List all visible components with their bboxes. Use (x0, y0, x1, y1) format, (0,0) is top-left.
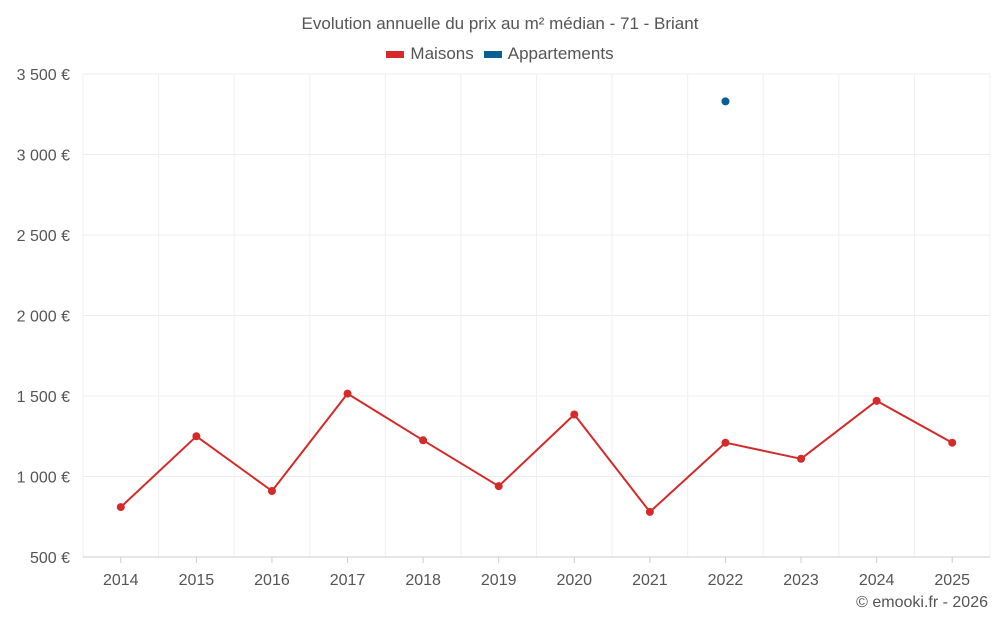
legend-swatch-appartements (483, 50, 502, 58)
data-point (570, 410, 579, 419)
legend-item-maisons[interactable]: Maisons (386, 44, 474, 64)
y-tick-label: 3 500 € (17, 67, 70, 84)
data-point (721, 97, 730, 106)
data-point (419, 436, 428, 445)
data-point (948, 438, 957, 447)
y-tick-label: 3 000 € (17, 148, 70, 165)
x-tick-label: 2023 (783, 572, 819, 589)
y-tick-label: 500 € (30, 550, 70, 567)
legend-label-maisons: Maisons (410, 44, 474, 63)
x-tick-label: 2020 (556, 572, 592, 589)
x-tick-label: 2015 (179, 572, 215, 589)
chart-title: Evolution annuelle du prix au m² médian … (301, 14, 699, 33)
y-tick-label: 1 000 € (17, 470, 70, 487)
data-point (721, 438, 730, 447)
legend-label-appartements: Appartements (507, 44, 614, 63)
data-point (645, 507, 654, 516)
data-point (116, 503, 125, 512)
data-point (494, 482, 503, 491)
series-line-0 (120, 392, 953, 513)
credit-text: © emooki.fr - 2026 (856, 594, 988, 611)
x-tick-label: 2016 (254, 572, 290, 589)
x-tick-label: 2014 (103, 572, 139, 589)
x-tick-label: 2024 (859, 572, 895, 589)
y-tick-label: 2 500 € (17, 228, 70, 245)
data-point (343, 389, 352, 398)
legend-swatch-maisons (386, 50, 405, 58)
x-tick-label: 2025 (934, 572, 970, 589)
x-tick-label: 2021 (632, 572, 668, 589)
x-tick-label: 2017 (330, 572, 366, 589)
legend-item-appartements[interactable]: Appartements (483, 44, 614, 64)
y-tick-label: 1 500 € (17, 389, 70, 406)
x-tick-label: 2019 (481, 572, 517, 589)
data-point (797, 454, 806, 463)
chart-legend: Maisons Appartements (0, 44, 1000, 64)
y-tick-label: 2 000 € (17, 309, 70, 326)
data-point (872, 396, 881, 405)
x-tick-label: 2022 (708, 572, 744, 589)
data-point (267, 486, 276, 495)
x-tick-label: 2018 (405, 572, 441, 589)
data-point (192, 432, 201, 441)
